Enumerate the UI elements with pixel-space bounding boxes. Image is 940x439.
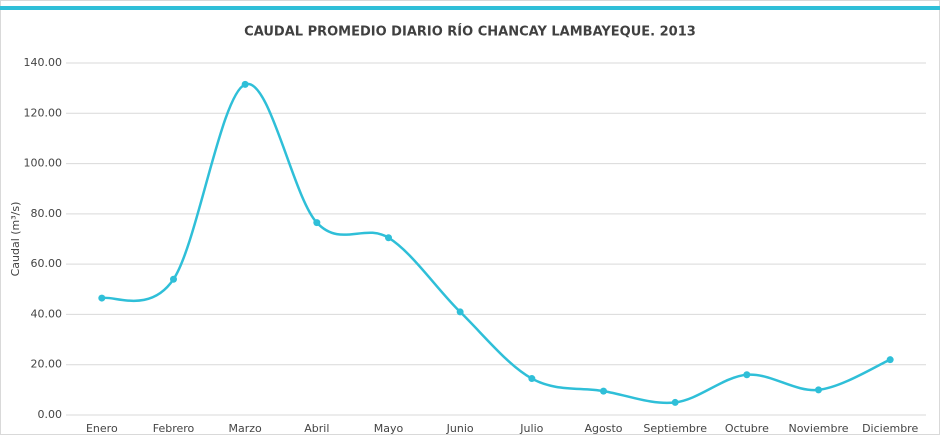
y-tick-label: 80.00: [31, 207, 63, 220]
top-bar: [0, 6, 940, 10]
x-tick-label: Octubre: [725, 422, 769, 435]
x-tick-label: Diciembre: [862, 422, 918, 435]
x-tick-label: Junio: [446, 422, 474, 435]
x-tick-label: Agosto: [584, 422, 622, 435]
x-tick-label: Mayo: [374, 422, 404, 435]
y-axis-label: Caudal (m³/s): [9, 202, 22, 277]
data-point: [815, 386, 822, 394]
data-point: [528, 375, 536, 383]
x-tick-label: Enero: [86, 422, 118, 435]
data-point: [241, 80, 249, 88]
x-tick-label: Marzo: [229, 422, 263, 435]
x-tick-label: Abril: [304, 422, 329, 435]
y-tick-label: 60.00: [31, 257, 63, 270]
data-point: [600, 387, 607, 395]
x-tick-label: Julio: [519, 422, 543, 435]
y-tick-label: 40.00: [31, 307, 63, 320]
chart-title: CAUDAL PROMEDIO DIARIO RÍO CHANCAY LAMBA…: [244, 24, 696, 40]
data-point: [743, 371, 751, 379]
data-point: [170, 275, 177, 283]
x-tick-label: Septiembre: [643, 422, 707, 435]
y-tick-label: 20.00: [31, 358, 63, 371]
data-point: [456, 308, 464, 316]
data-point: [385, 234, 392, 242]
x-tick-label: Noviembre: [788, 422, 848, 435]
y-tick-label: 140.00: [24, 56, 63, 69]
data-point: [886, 356, 894, 364]
x-tick-label: Febrero: [153, 422, 195, 435]
y-tick-label: 120.00: [24, 106, 63, 119]
data-point: [313, 219, 321, 227]
data-point: [671, 398, 679, 406]
y-tick-label: 0.00: [38, 408, 63, 421]
y-tick-label: 100.00: [24, 157, 63, 170]
data-point: [98, 294, 106, 302]
